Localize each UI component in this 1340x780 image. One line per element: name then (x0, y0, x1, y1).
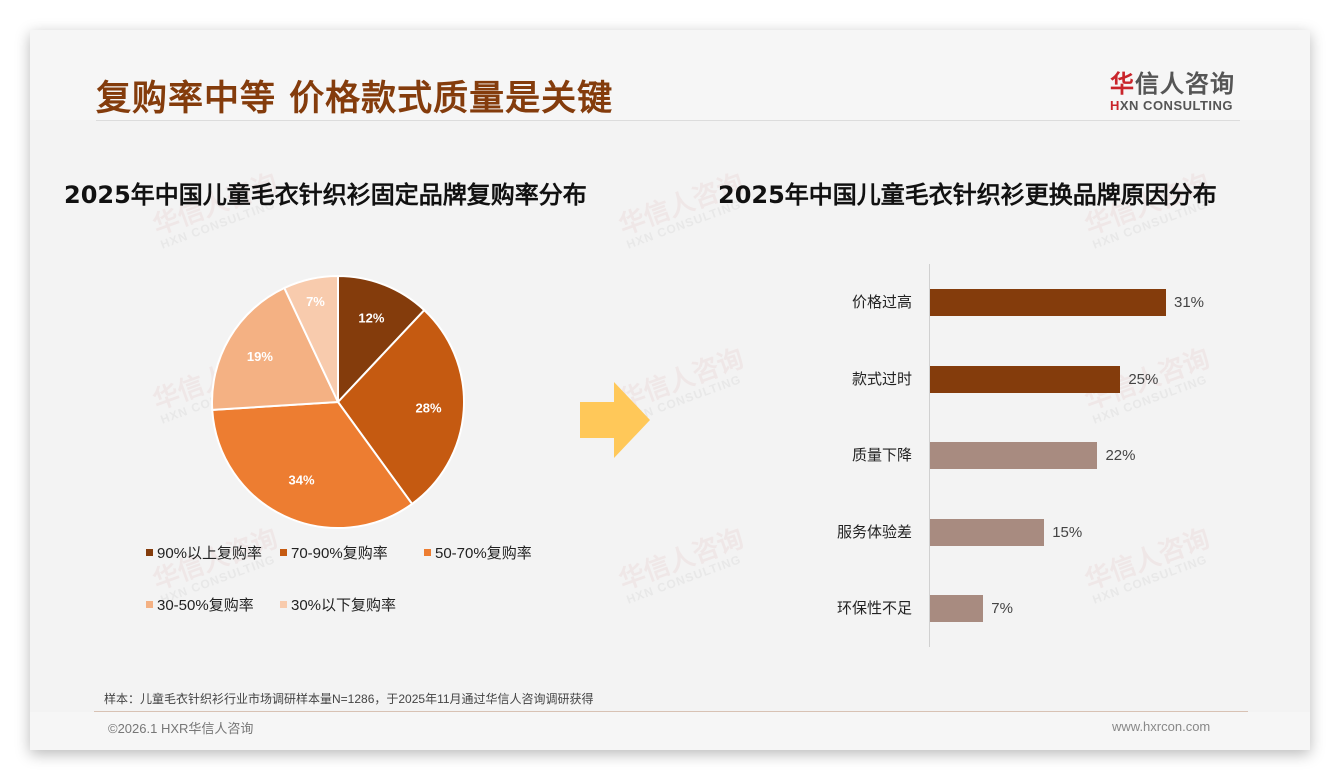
header-band (30, 30, 1310, 120)
bar-row: 环保性不足 7% (730, 595, 1290, 622)
logo-english-rest: XN CONSULTING (1119, 98, 1234, 113)
logo-chinese-rest: 信人咨询 (1135, 70, 1235, 98)
legend-label: 30%以下复购率 (291, 597, 397, 614)
bar-value-label: 25% (1128, 371, 1159, 388)
legend-item: 90%以上复购率 (146, 542, 262, 563)
pie-slice (211, 286, 340, 411)
pie-slice (211, 400, 414, 529)
bar-row: 服务体验差 15% (730, 519, 1290, 546)
arrow-right-icon (580, 382, 650, 458)
bar-category-label: 环保性不足 (836, 600, 912, 617)
bar-row: 款式过时 25% (730, 366, 1290, 393)
pie-slice-label: 34% (289, 473, 315, 488)
legend-swatch-icon (424, 549, 431, 556)
legend-item: 50-70%复购率 (424, 542, 532, 563)
footer-band (30, 712, 1310, 750)
legend-item: 30-50%复购率 (146, 594, 254, 615)
footer-divider (94, 711, 1248, 712)
bar-category-label: 质量下降 (851, 447, 912, 464)
sample-note: 样本：儿童毛衣针织衫行业市场调研样本量N=1286，于2025年11月通过华信人… (104, 692, 594, 706)
bar-category-label: 价格过高 (851, 294, 912, 311)
bar-row: 价格过高 31% (730, 289, 1290, 316)
logo-letter-h: H (1110, 98, 1120, 113)
title-divider (96, 120, 1240, 121)
bar (930, 289, 1166, 316)
website-link[interactable]: www.hxrcon.com (1112, 719, 1211, 734)
bar-category-label: 服务体验差 (836, 524, 912, 541)
bar-value-label: 31% (1174, 294, 1205, 311)
legend-label: 90%以上复购率 (157, 545, 263, 562)
pie-chart: 12% 28% 34% 19% 7% (210, 274, 466, 530)
legend-label: 30-50%复购率 (157, 597, 254, 614)
bar (930, 595, 984, 622)
pie-slice (283, 274, 339, 403)
pie-slice (336, 308, 465, 506)
bar-value-label: 7% (991, 600, 1013, 617)
legend-swatch-icon (280, 601, 287, 608)
bar-chart-axis (929, 264, 930, 647)
legend-label: 70-90%复购率 (291, 545, 388, 562)
bar-chart-title: 2025年中国儿童毛衣针织衫更换品牌原因分布 (718, 181, 1217, 209)
bar-value-label: 15% (1052, 524, 1083, 541)
slide: 复购率中等 价格款式质量是关键 华信人咨询 HXN CONSULTING 华信人… (30, 30, 1310, 750)
bar (930, 366, 1121, 393)
logo-english: HXN CONSULTING (1110, 98, 1250, 113)
copyright-text: ©2026.1 HXR华信人咨询 (108, 721, 254, 736)
company-logo: 华信人咨询 HXN CONSULTING (1110, 64, 1250, 113)
pie-slice-label: 7% (306, 294, 325, 309)
pie-slice-label: 12% (358, 311, 384, 326)
pie-slice-label: 28% (416, 401, 442, 416)
legend-swatch-icon (146, 549, 153, 556)
legend-item: 30%以下复购率 (280, 594, 396, 615)
legend-swatch-icon (146, 601, 153, 608)
bar (930, 442, 1098, 469)
pie-chart-title: 2025年中国儿童毛衣针织衫固定品牌复购率分布 (64, 181, 587, 209)
legend-item: 70-90%复购率 (280, 542, 388, 563)
logo-chinese: 华信人咨询 (1110, 64, 1250, 99)
pie-slice-label: 19% (247, 349, 273, 364)
bar-value-label: 22% (1105, 447, 1136, 464)
bar (930, 519, 1045, 546)
pie-chart-svg: 12% 28% 34% 19% 7% (211, 274, 465, 529)
page-title: 复购率中等 价格款式质量是关键 (96, 79, 614, 119)
logo-char-hua: 华 (1110, 70, 1135, 98)
legend-swatch-icon (280, 549, 287, 556)
legend-label: 50-70%复购率 (435, 545, 532, 562)
bar-category-label: 款式过时 (851, 371, 912, 388)
bar-row: 质量下降 22% (730, 442, 1290, 469)
pie-slice (337, 274, 426, 405)
